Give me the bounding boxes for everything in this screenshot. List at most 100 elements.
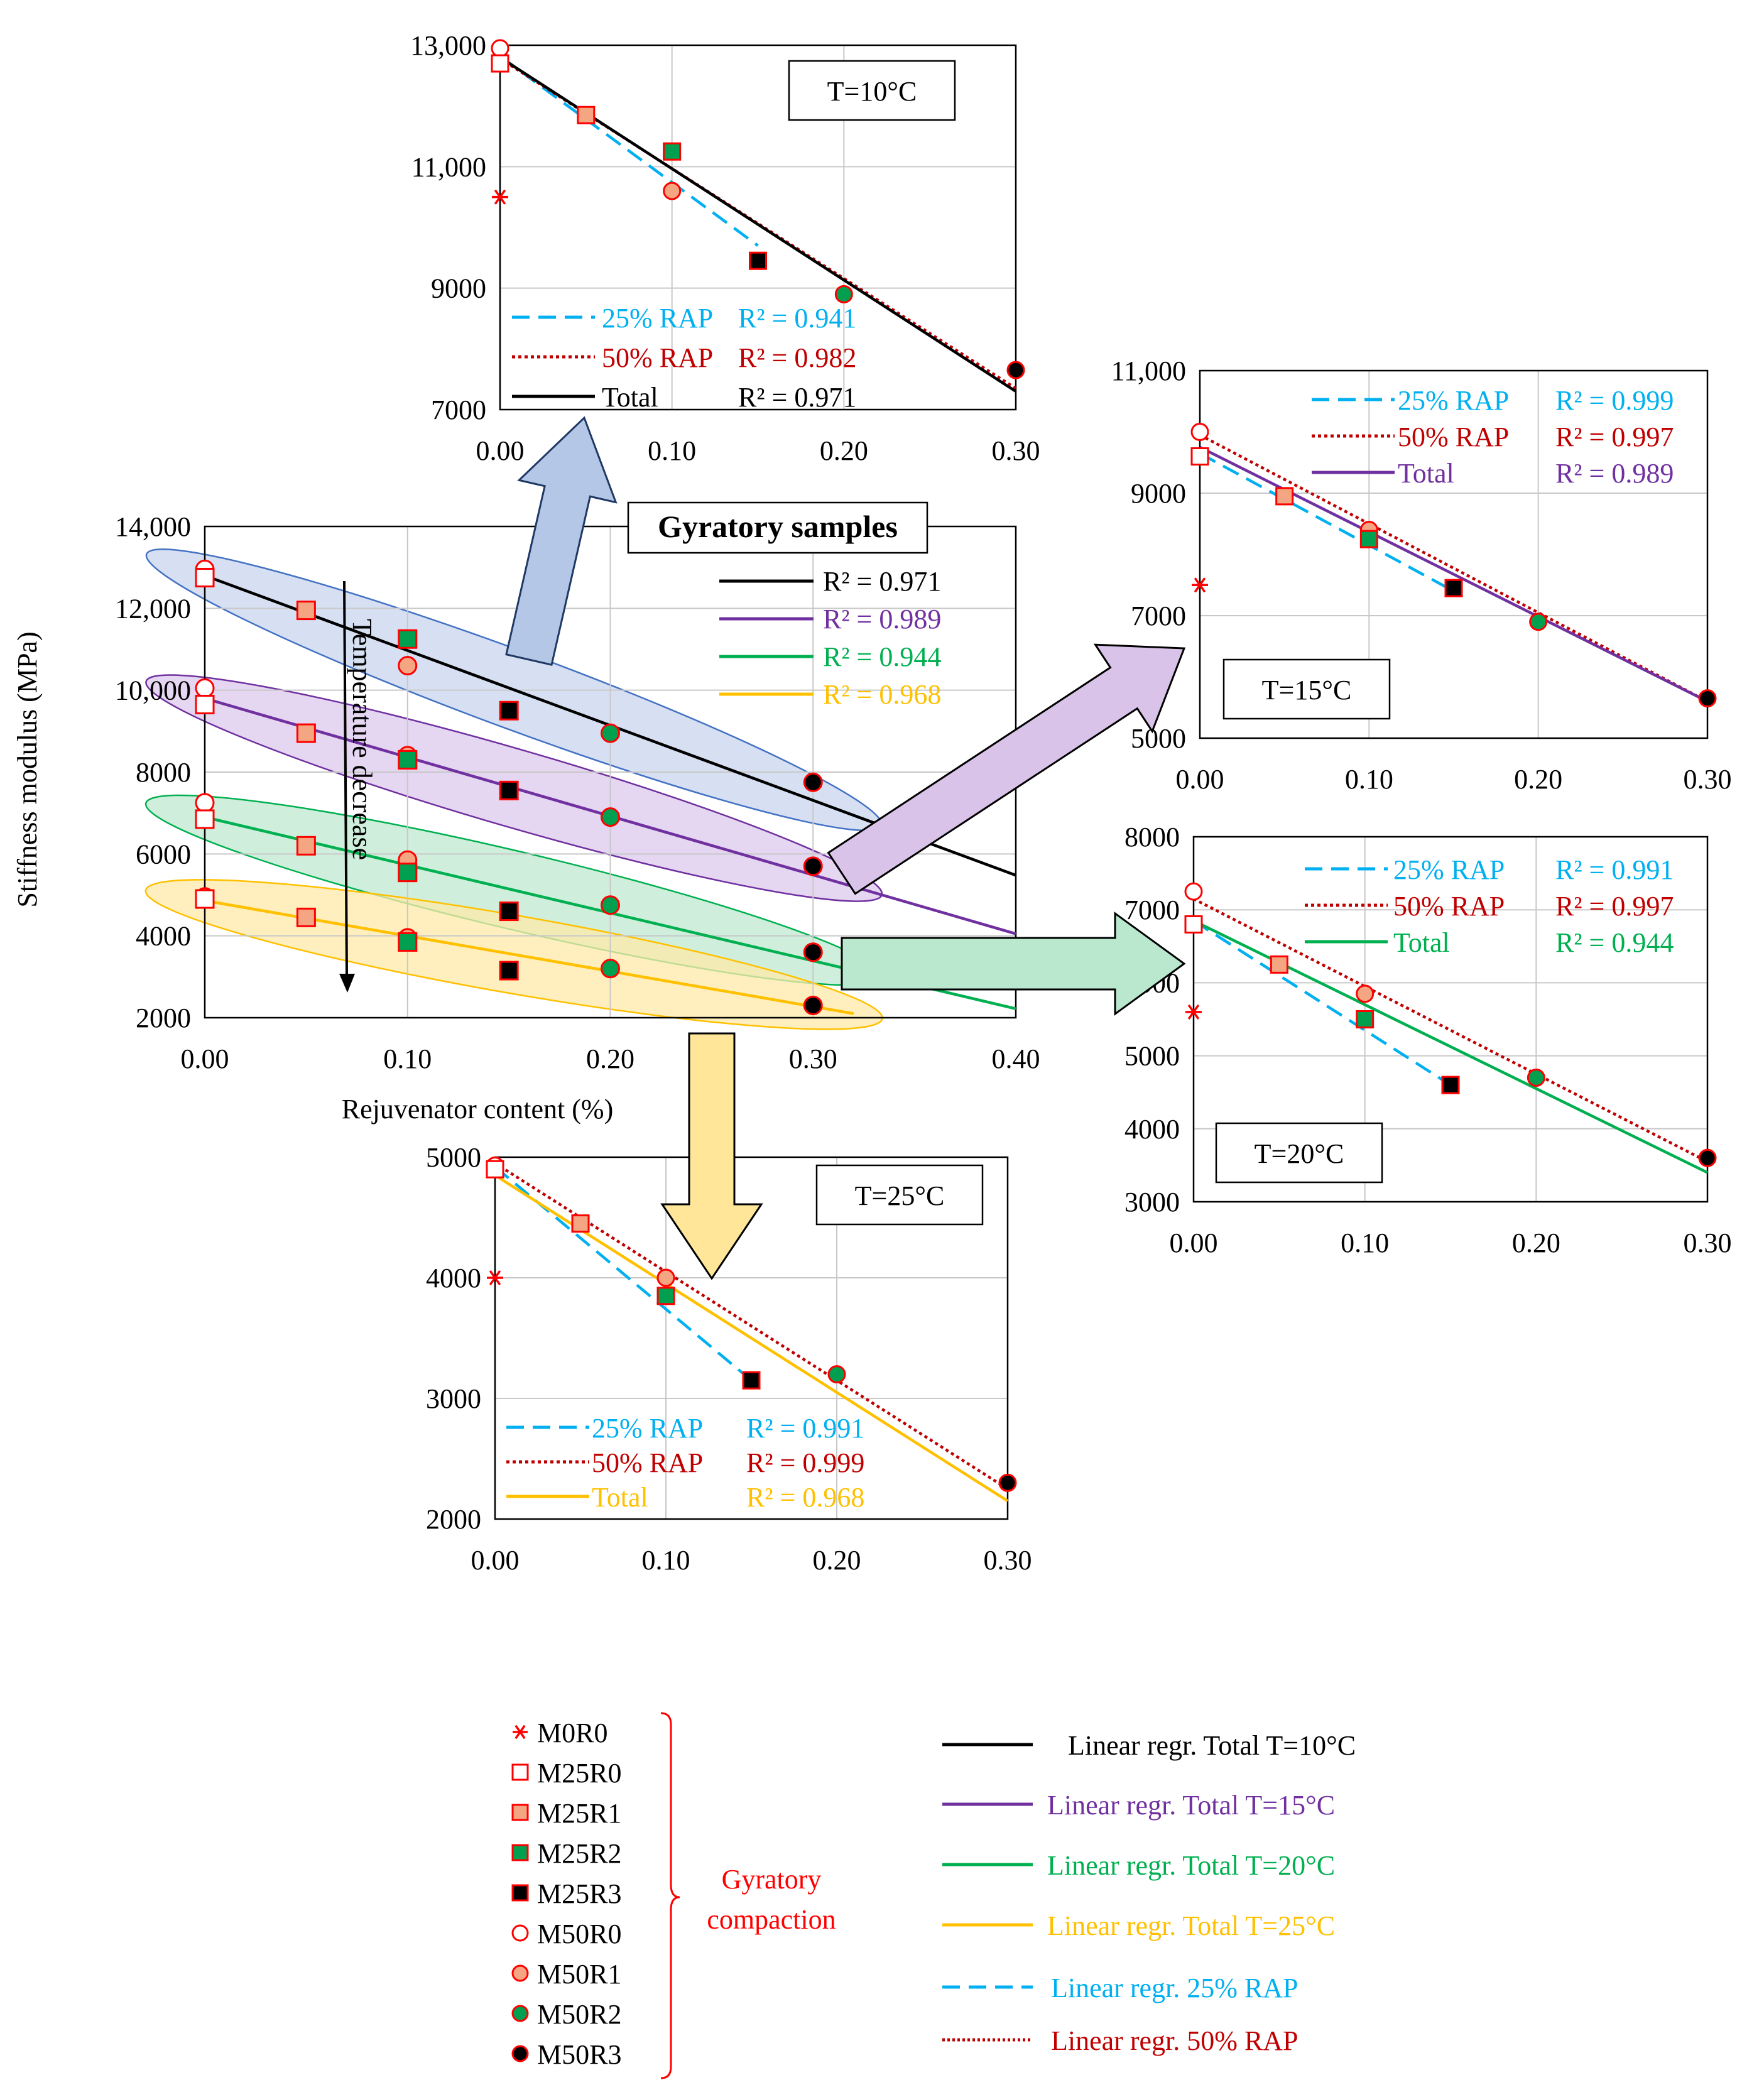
fit-line-50-rap — [1199, 433, 1709, 703]
legend-regression-label: Linear regr. 50% RAP — [1051, 2025, 1298, 2056]
x-tick-label: 0.20 — [1512, 1228, 1560, 1258]
x-tick-label: 0.00 — [181, 1043, 229, 1074]
legend-r2: R² = 0.997 — [1555, 891, 1674, 922]
marker-m50r3 — [1698, 689, 1717, 708]
marker-m25r3 — [511, 1884, 529, 1902]
marker-m50r3 — [803, 942, 823, 962]
y-tick-label: 8000 — [136, 757, 191, 788]
marker-stroke — [514, 1724, 526, 1740]
marker-m25r1 — [1270, 955, 1288, 974]
marker-stroke — [1187, 1004, 1200, 1020]
chart-t15: 0.00 0.10 0.20 0.30 5000 7000 9000 11,000 T=15°C… — [1111, 356, 1732, 795]
y-tick-label: 3000 — [426, 1383, 481, 1414]
main-title: Gyratory samples — [658, 509, 898, 544]
x-tick-label: 0.00 — [1176, 764, 1224, 795]
x-tick-label: 0.30 — [1684, 1228, 1732, 1258]
legend-regression-label: Linear regr. Total T=20°C — [1047, 1850, 1335, 1881]
marker-m50r1 — [511, 1964, 529, 1982]
marker-m25r2 — [511, 1844, 529, 1861]
title-frame — [627, 501, 928, 554]
group-label: Gyratory — [722, 1864, 822, 1895]
marker-m25r3 — [1444, 579, 1463, 597]
fit-line-25-rap — [1199, 452, 1455, 592]
legend-r2: R² = 0.991 — [746, 1413, 864, 1444]
y-tick-label: 6000 — [136, 839, 191, 869]
y-tick-label: 12,000 — [115, 593, 191, 624]
marker-m50r0 — [511, 1924, 529, 1942]
legend-r2: R² = 0.999 — [746, 1447, 864, 1478]
marker-m50r1 — [663, 182, 682, 200]
y-tick-label: 4000 — [1124, 1114, 1180, 1145]
marker-m25r2 — [656, 1287, 675, 1305]
marker-m25r0 — [195, 567, 215, 587]
marker-m25r2 — [398, 629, 418, 649]
marker-m0r0 — [1192, 577, 1208, 593]
marker-m25r2 — [398, 749, 418, 770]
arrows — [505, 416, 1186, 1280]
marker-m25r1 — [296, 601, 316, 621]
legend-label: Total — [602, 382, 658, 413]
legend-marker-label: M50R1 — [537, 1959, 621, 1990]
y-tick-label: 9000 — [1131, 478, 1186, 509]
main-title-box: Gyratory samples — [627, 501, 928, 554]
marker-m25r0 — [195, 694, 215, 714]
y-tick-label: 3000 — [1124, 1187, 1180, 1217]
marker-m0r0 — [513, 1724, 528, 1740]
legend-label: 50% RAP — [1398, 422, 1509, 452]
marker-m25r2 — [663, 142, 682, 161]
chart-title: T=15°C — [1262, 675, 1352, 705]
legend-marker-label: M50R3 — [537, 2039, 621, 2070]
marker-m25r1 — [511, 1804, 529, 1821]
marker-m50r0 — [491, 39, 509, 58]
marker-m25r0 — [486, 1160, 504, 1179]
temp-arrow-head — [339, 974, 355, 993]
legend-marker-label: M0R0 — [537, 1718, 607, 1748]
marker-m50r1 — [1356, 984, 1375, 1003]
marker-m50r2 — [511, 2005, 529, 2022]
legend-regression-label: Linear regr. Total T=25°C — [1047, 1910, 1335, 1941]
legend-label: 25% RAP — [1398, 385, 1509, 416]
y-tick-label: 5000 — [1131, 723, 1186, 754]
y-tick-label: 14,000 — [115, 511, 191, 542]
marker-stroke — [494, 189, 506, 205]
arrow-to-t20 — [841, 912, 1186, 1016]
legend-label: Total — [592, 1482, 648, 1513]
x-tick-label: 0.30 — [1684, 764, 1732, 795]
plot-frame — [1192, 836, 1709, 1203]
chart-title: T=25°C — [855, 1180, 945, 1211]
marker-m50r2 — [601, 807, 620, 827]
legend-label: 50% RAP — [1393, 891, 1505, 922]
y-tick-label: 10,000 — [115, 675, 191, 706]
y-tick-label: 8000 — [1124, 822, 1180, 852]
marker-stroke — [1194, 577, 1206, 593]
legend-r2: R² = 0.997 — [1555, 422, 1674, 452]
marker-m25r2 — [1356, 1010, 1375, 1028]
plot-frame — [494, 1156, 1009, 1520]
bottom-legend: M0R0 M25R0 M25R1 M25R2 M25R3 M50R0 M50R1 M50R2 M… — [511, 1712, 1356, 2079]
chart-title: T=10°C — [827, 76, 917, 107]
legend-label: 50% RAP — [602, 342, 713, 373]
legend-regression-label: Linear regr. Total T=15°C — [1047, 1790, 1335, 1821]
x-tick-label: 0.00 — [1170, 1228, 1218, 1258]
y-tick-label: 4000 — [136, 921, 191, 952]
arrow-to-t25 — [660, 1032, 763, 1280]
legend-r2: R² = 0.941 — [738, 303, 856, 334]
legend-marker-label: M50R0 — [537, 1919, 621, 1949]
chart-t20: 0.000.100.200.30300040005000600070008000… — [1124, 822, 1732, 1258]
chart-title: T=20°C — [1255, 1138, 1344, 1169]
marker-m50r2 — [601, 723, 620, 743]
x-tick-label: 0.30 — [789, 1043, 837, 1074]
legend-label: R² = 0.944 — [823, 641, 941, 672]
legend-regression-label: Linear regr. Total T=10°C — [1068, 1730, 1356, 1761]
marker-m25r1 — [571, 1214, 590, 1233]
title-frame — [815, 1164, 984, 1226]
fit-line-50-rap — [1192, 897, 1709, 1163]
marker-m25r1 — [296, 907, 316, 927]
legend-r2: R² = 0.982 — [738, 342, 856, 373]
y-tick-label: 7000 — [1131, 601, 1186, 631]
marker-m25r0 — [195, 889, 215, 909]
y-tick-label: 11,000 — [1111, 356, 1186, 386]
x-tick-label: 0.20 — [813, 1545, 861, 1576]
marker-m50r3 — [803, 856, 823, 876]
temp-annotation: Temperature decrease — [347, 619, 378, 860]
